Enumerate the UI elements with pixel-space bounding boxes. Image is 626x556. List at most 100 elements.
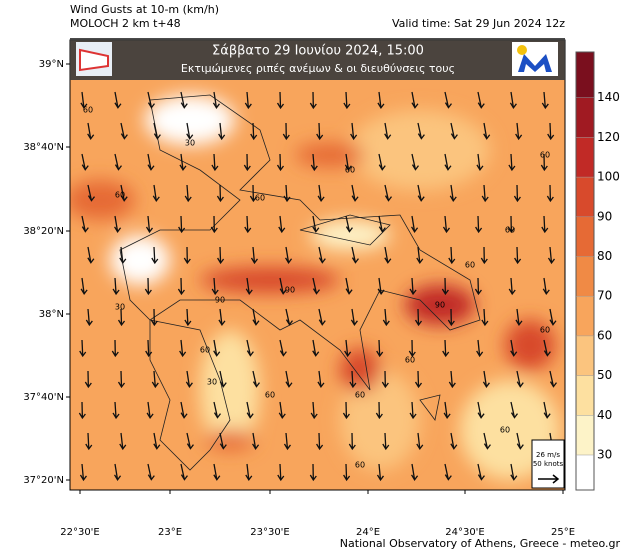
lon-label: 24°E (356, 527, 380, 538)
wind-arrow (180, 91, 188, 109)
colorbar-band (576, 137, 594, 178)
colorbar-band (576, 97, 594, 138)
wind-arrow (117, 370, 126, 389)
wind-arrow (79, 339, 87, 358)
wind-arrow (510, 463, 518, 481)
wind-arrow (285, 370, 293, 388)
reference-arrow-box: 26 m/s 50 knots (531, 439, 565, 489)
wind-arrow (316, 432, 324, 451)
wind-arrow (309, 91, 317, 110)
colorbar-band (576, 415, 594, 455)
lon-label: 24°30'E (445, 527, 485, 538)
wind-arrow (112, 401, 120, 420)
wind-arrow (245, 277, 253, 296)
lon-label: 23°E (158, 527, 182, 538)
wind-arrow (276, 153, 285, 172)
wind-arrow (279, 277, 287, 295)
wind-arrow (84, 370, 92, 389)
wind-arrow (146, 401, 154, 420)
wind-arrow (477, 91, 485, 109)
wind-arrow (409, 401, 417, 420)
wind-arrow (79, 463, 87, 482)
wind-arrow (252, 432, 260, 450)
wind-arrow (317, 370, 325, 389)
wind-arrow (510, 339, 518, 357)
wind-arrow (384, 184, 393, 202)
wind-arrow (342, 401, 350, 420)
wind-arrow (85, 308, 93, 327)
lon-label: 25°E (551, 527, 575, 538)
wind-arrow (186, 122, 194, 140)
contour-label: 60 (83, 106, 93, 115)
wind-arrow (179, 339, 187, 358)
wind-arrow (448, 370, 456, 389)
wind-arrow (477, 463, 485, 481)
wind-arrow (245, 463, 253, 482)
contour-label: 90 (435, 301, 445, 310)
colorbar-label: 90 (597, 209, 612, 223)
colorbar-band (576, 375, 594, 416)
wind-arrow (442, 215, 451, 234)
wind-arrow (111, 339, 119, 358)
wind-arrow (151, 246, 159, 265)
wind-arrow (317, 184, 325, 203)
wind-arrow (243, 153, 251, 172)
banner-date: Σάββατο 29 Ιουνίου 2024, 15:00 (212, 44, 424, 59)
lon-label: 22°30'E (60, 527, 100, 538)
colorbar-band (576, 335, 594, 376)
valid-time: Valid time: Sat 29 Jun 2024 12z (392, 17, 565, 30)
wind-arrow (87, 184, 96, 202)
wind-arrow (441, 277, 449, 296)
wind-arrow (375, 401, 383, 420)
wind-arrow (376, 463, 385, 482)
wind-arrow (119, 432, 127, 451)
wind-arrow (447, 308, 455, 327)
wind-arrow (549, 370, 557, 388)
wind-arrow (450, 122, 458, 140)
wind-arrow (80, 91, 88, 110)
contour-label: 60 (345, 166, 355, 175)
wind-arrow (312, 339, 320, 357)
wind-arrow (377, 91, 385, 110)
wind-arrow (481, 184, 489, 203)
wind-arrow (382, 308, 390, 327)
colorbar-label: 140 (597, 90, 620, 104)
wind-arrow (508, 153, 516, 172)
wind-arrow (112, 277, 120, 296)
wind-arrow (516, 432, 524, 450)
wind-arrow (87, 246, 95, 264)
colorbar-band (576, 216, 594, 257)
contour-label: 60 (265, 391, 275, 400)
wind-arrow (276, 91, 285, 110)
wind-arrow (351, 184, 359, 202)
wind-arrow (147, 153, 155, 171)
colorbar-band (576, 52, 594, 98)
wind-arrow (147, 91, 155, 109)
wind-arrow (150, 308, 158, 327)
wind-arrow (210, 215, 218, 234)
wind-arrow (411, 463, 419, 481)
wind-arrow (81, 215, 89, 233)
wind-arrow (81, 153, 89, 171)
wind-arrow (444, 463, 452, 481)
colorbar-label: 50 (597, 368, 612, 382)
contour-label: 60 (465, 261, 475, 270)
colorbar-band (576, 256, 594, 297)
wind-arrow (450, 432, 458, 450)
wind-arrow (213, 463, 221, 481)
wind-arrow (278, 215, 286, 234)
wind-arrow (285, 308, 293, 326)
contour-label: 30 (207, 378, 217, 387)
wind-arrow (246, 401, 254, 419)
wind-arrow (213, 339, 221, 357)
wind-arrow (213, 401, 222, 419)
wind-arrow (444, 153, 452, 171)
wind-arrow (515, 308, 523, 327)
wind-arrow (310, 401, 318, 420)
wind-arrow (219, 370, 227, 388)
colorbar-label: 100 (597, 170, 620, 184)
wind-arrow (378, 215, 386, 233)
wind-arrow (476, 339, 484, 358)
wind-arrow (318, 246, 326, 264)
